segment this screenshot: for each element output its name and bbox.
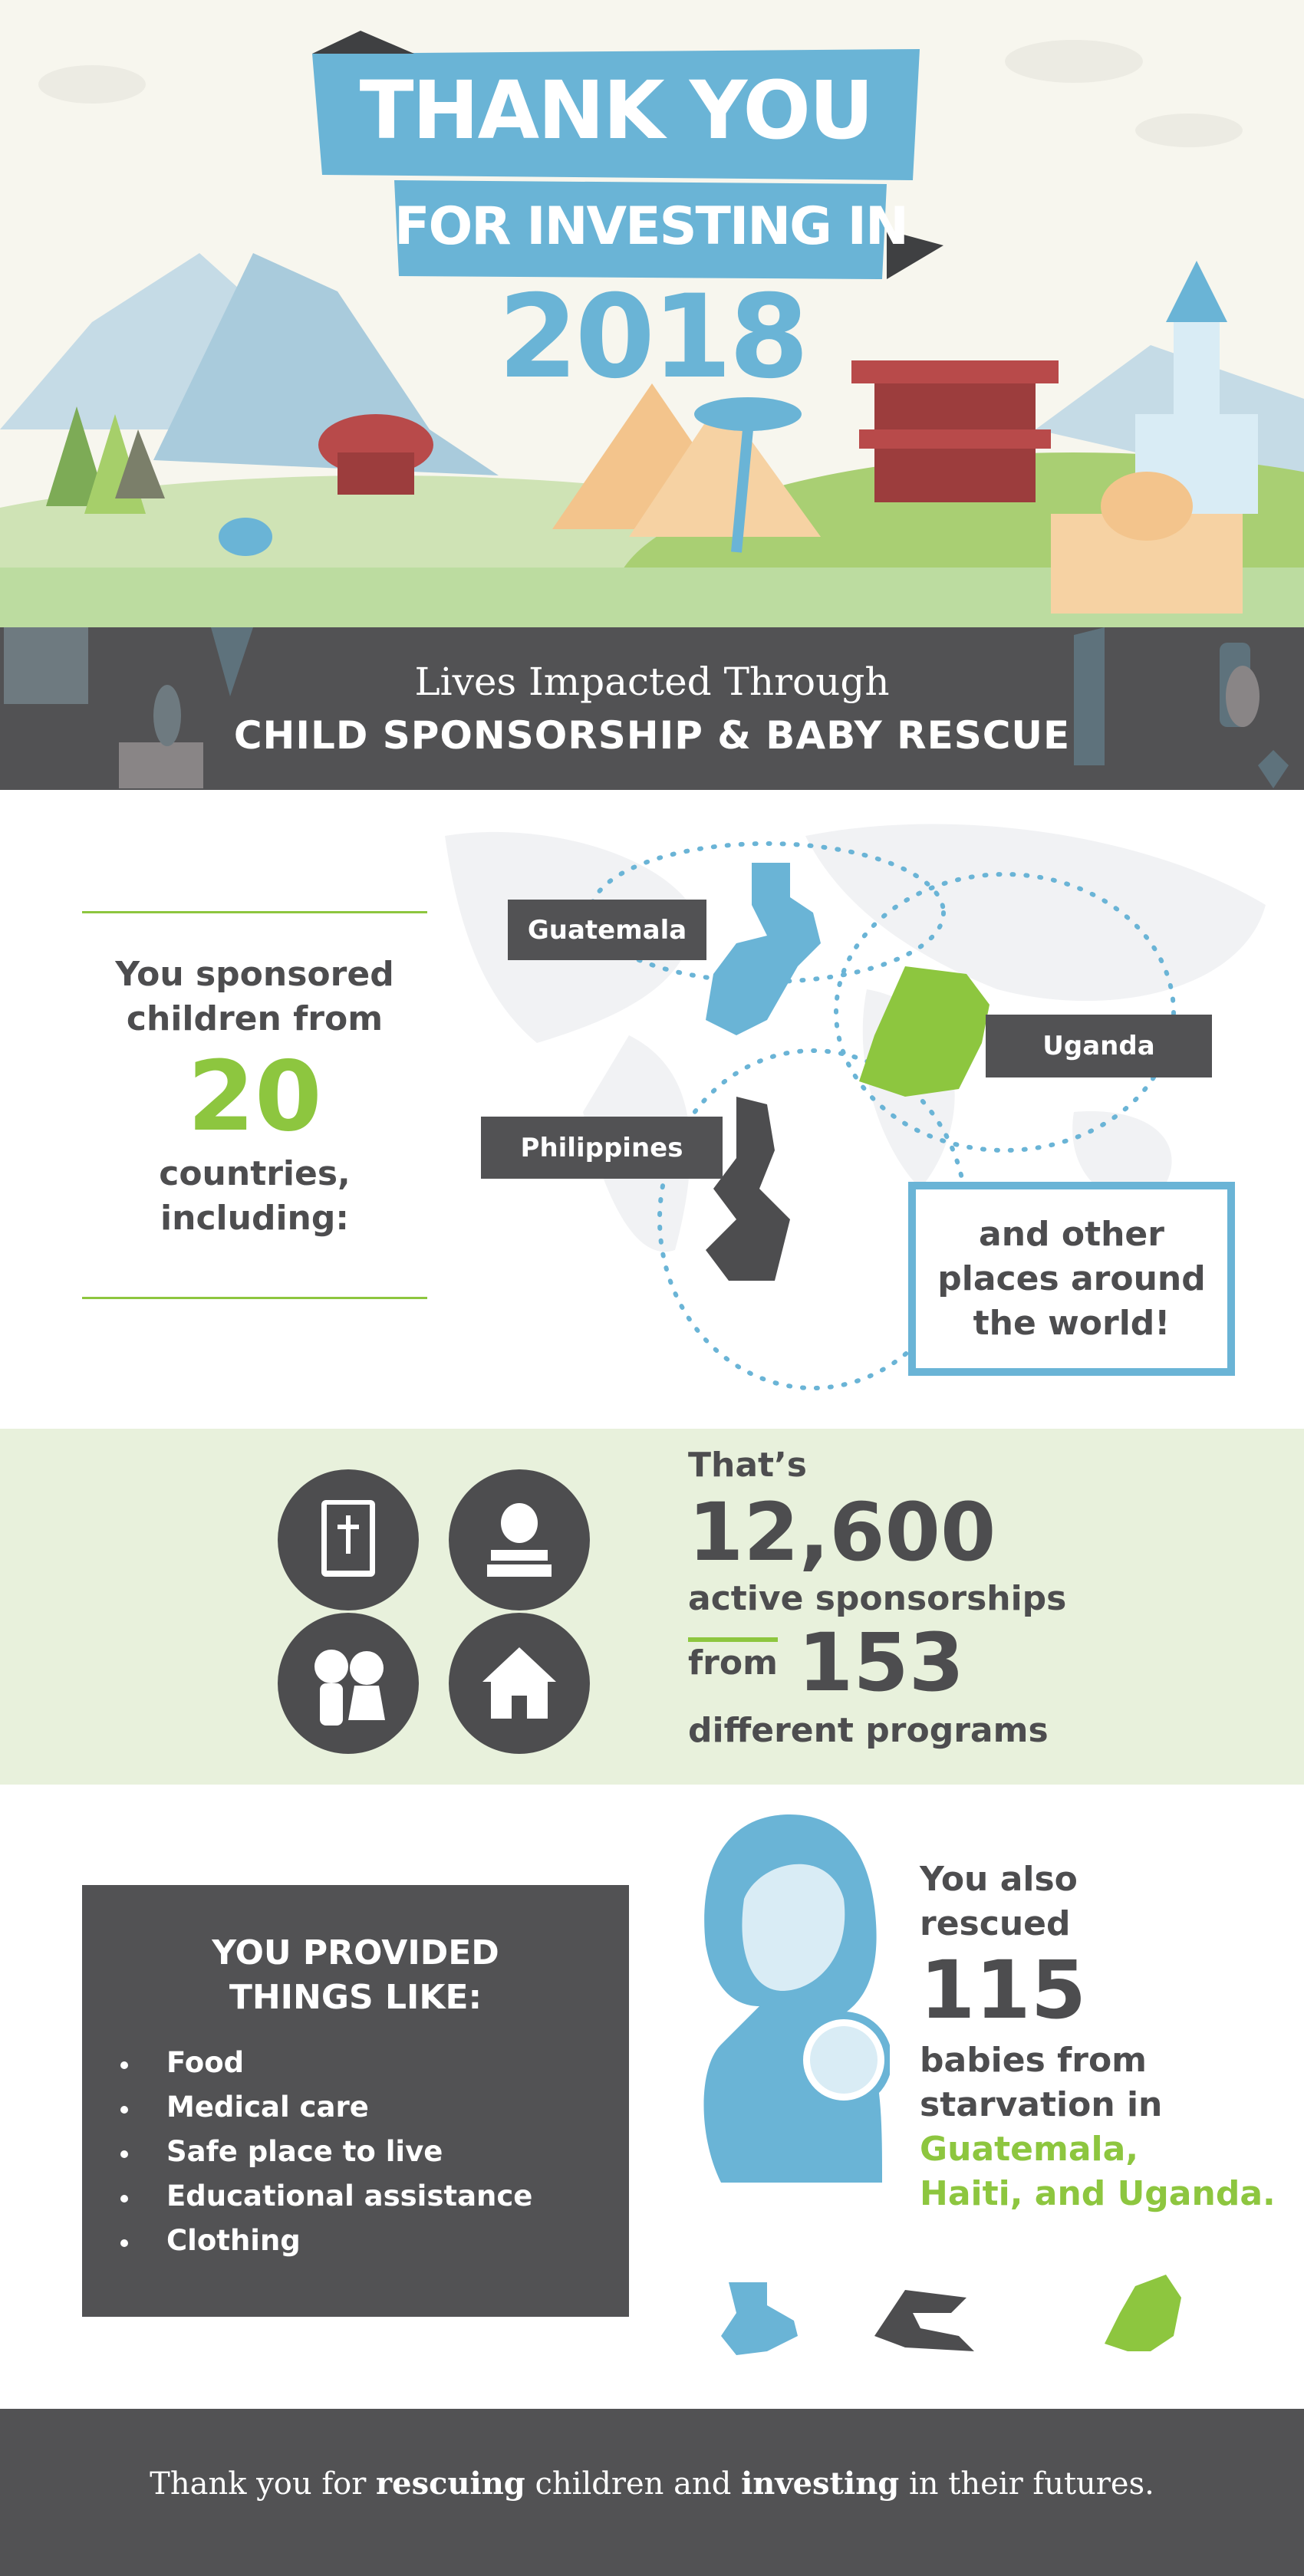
hero-year: 2018: [498, 271, 808, 404]
footer-text-1: Thank you for: [150, 2466, 377, 2502]
band-title: CHILD SPONSORSHIP & BABY RESCUE: [233, 713, 1071, 758]
philippines-shape: [706, 1097, 790, 1281]
sponsorships-section: That’s 12,600 active sponsorships from 1…: [0, 1429, 1304, 1785]
provided-list: Food Medical care Safe place to live Edu…: [120, 2046, 532, 2268]
rescue-line3: babies from: [920, 2041, 1148, 2080]
ribbon-banners: [312, 31, 943, 279]
apple-books-icon: [449, 1469, 590, 1610]
footer-bold-2: investing: [741, 2466, 900, 2502]
rescue-count: 115: [920, 1943, 1087, 2037]
rescue-countries-2: Haiti, and Uganda.: [920, 2174, 1276, 2213]
divider-bottom: [82, 1297, 427, 1299]
section-header-band: Lives Impacted Through CHILD SPONSORSHIP…: [0, 627, 1304, 790]
children-icon: [278, 1613, 419, 1754]
countries-intro: You sponsored children from: [115, 955, 394, 1038]
other-places-box: and other places around the world!: [908, 1182, 1235, 1376]
uganda-icon: [1105, 2275, 1181, 2351]
from-label: from: [688, 1637, 778, 1683]
list-item: Educational assistance: [120, 2180, 532, 2224]
list-item: Food: [120, 2046, 532, 2091]
rescue-line2: rescued: [920, 1904, 1071, 1943]
landscape-illustration: [0, 40, 1304, 627]
countries-section: You sponsored children from 20 countries…: [0, 790, 1304, 1429]
hero-subtitle: FOR INVESTING IN: [394, 196, 909, 257]
label-philippines: Philippines: [481, 1117, 723, 1179]
hero-banner: THANK YOU FOR INVESTING IN 2018: [0, 0, 1304, 627]
sponsorship-count-label: active sponsorships: [688, 1579, 1067, 1618]
rescue-country-shapes: [721, 2275, 1181, 2355]
provided-heading: YOU PROVIDED THINGS LIKE:: [212, 1933, 499, 2017]
countries-outro: countries, including:: [159, 1154, 351, 1238]
thats-label: That’s: [688, 1446, 807, 1485]
guatemala-icon: [721, 2282, 798, 2355]
label-uganda: Uganda: [986, 1015, 1212, 1077]
list-item: Medical care: [120, 2091, 532, 2135]
footer-bold-1: rescuing: [376, 2466, 525, 2502]
program-count: 153: [798, 1616, 965, 1709]
haiti-icon: [874, 2290, 974, 2351]
divider-top: [82, 911, 427, 913]
provided-box: YOU PROVIDED THINGS LIKE: Food Medical c…: [82, 1885, 629, 2317]
rescue-line4: starvation in: [920, 2085, 1163, 2124]
list-item: Clothing: [120, 2224, 532, 2268]
rescue-countries-1: Guatemala,: [920, 2130, 1139, 2169]
list-item: Safe place to live: [120, 2135, 532, 2180]
band-subtitle: Lives Impacted Through: [414, 660, 890, 704]
house-icon: [449, 1613, 590, 1754]
bible-icon: [278, 1469, 419, 1610]
footer-text-2: children and: [525, 2466, 742, 2502]
sponsorship-count: 12,600: [688, 1485, 996, 1579]
footer: Thank you for rescuing children and inve…: [0, 2409, 1304, 2576]
hero-title: THANK YOU: [359, 64, 874, 157]
rescue-line1: You also: [920, 1860, 1078, 1899]
guatemala-shape: [706, 863, 821, 1035]
footer-message: Thank you for rescuing children and inve…: [0, 2466, 1304, 2502]
label-guatemala: Guatemala: [508, 900, 706, 960]
uganda-shape: [859, 966, 990, 1097]
countries-count: 20: [187, 1040, 322, 1153]
mother-baby-icon: [703, 1814, 890, 2183]
footer-text-3: in their futures.: [899, 2466, 1154, 2502]
program-count-label: different programs: [688, 1711, 1049, 1750]
band-decoration-icons: [4, 627, 1289, 788]
